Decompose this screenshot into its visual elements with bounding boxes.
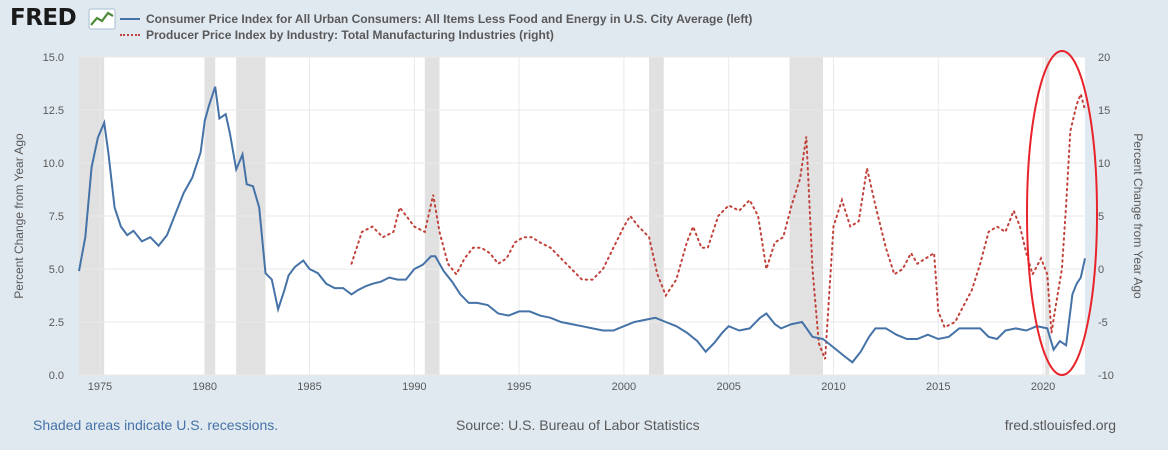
- series-line-cpi: [78, 86, 1086, 364]
- x-tick-label: 2005: [716, 381, 740, 393]
- y-left-tick-label: 15.0: [43, 52, 64, 64]
- legend-item-cpi[interactable]: Consumer Price Index for All Urban Consu…: [120, 11, 752, 27]
- y-axis-left-ticks: 0.0 2.5 5.0 7.5 10.0 12.5 15.0: [43, 52, 64, 382]
- x-axis-ticks: 1975 1980 1985 1990 1995 2000 2005 2010 2015 2020: [88, 381, 1056, 393]
- series-line-ppi: [350, 90, 1086, 360]
- y-axis-right-ticks: -10 -5 0 5 10 15 20: [1098, 52, 1114, 382]
- x-tick-label: 2020: [1031, 381, 1055, 393]
- recession-note-link[interactable]: Shaded areas indicate U.S. recessions.: [33, 417, 279, 433]
- y-axis-left-label: Percent Change from Year Ago: [12, 133, 26, 299]
- legend-label-cpi: Consumer Price Index for All Urban Consu…: [146, 12, 753, 26]
- y-left-tick-label: 5.0: [49, 264, 64, 276]
- source-text: Source: U.S. Bureau of Labor Statistics: [456, 417, 700, 433]
- y-left-tick-label: 0.0: [49, 370, 64, 382]
- y-right-tick-label: -5: [1098, 317, 1108, 329]
- y-left-tick-label: 7.5: [49, 211, 64, 223]
- y-axis-right-label: Percent Change from Year Ago: [1131, 133, 1145, 299]
- legend-swatch-ppi: [120, 34, 140, 36]
- legend-item-ppi[interactable]: Producer Price Index by Industry: Total …: [120, 27, 752, 43]
- chart-legend: Consumer Price Index for All Urban Consu…: [120, 11, 752, 43]
- x-tick-label: 2000: [612, 381, 636, 393]
- x-tick-label: 1990: [402, 381, 426, 393]
- x-tick-label: 1995: [507, 381, 531, 393]
- y-right-tick-label: 15: [1098, 105, 1110, 117]
- site-link[interactable]: fred.stlouisfed.org: [1004, 417, 1116, 433]
- x-tick-label: 2010: [821, 381, 845, 393]
- y-right-tick-label: 5: [1098, 211, 1104, 223]
- y-left-tick-label: 12.5: [43, 105, 64, 117]
- x-tick-label: 2015: [926, 381, 950, 393]
- x-tick-label: 1980: [193, 381, 217, 393]
- fred-logo-icon: [88, 8, 116, 30]
- y-right-tick-label: 10: [1098, 158, 1110, 170]
- y-left-tick-label: 10.0: [43, 158, 64, 170]
- x-tick-label: 1985: [297, 381, 321, 393]
- y-right-tick-label: 20: [1098, 52, 1110, 64]
- brand-logo[interactable]: FRED: [10, 5, 77, 31]
- gridlines: [79, 56, 1085, 376]
- y-left-tick-label: 2.5: [49, 317, 64, 329]
- y-right-tick-label: -10: [1098, 370, 1114, 382]
- legend-swatch-cpi: [120, 18, 140, 20]
- x-tick-label: 1975: [88, 381, 112, 393]
- y-right-tick-label: 0: [1098, 264, 1104, 276]
- legend-label-ppi: Producer Price Index by Industry: Total …: [146, 28, 554, 42]
- highlight-ellipse-annotation: [1026, 50, 1098, 376]
